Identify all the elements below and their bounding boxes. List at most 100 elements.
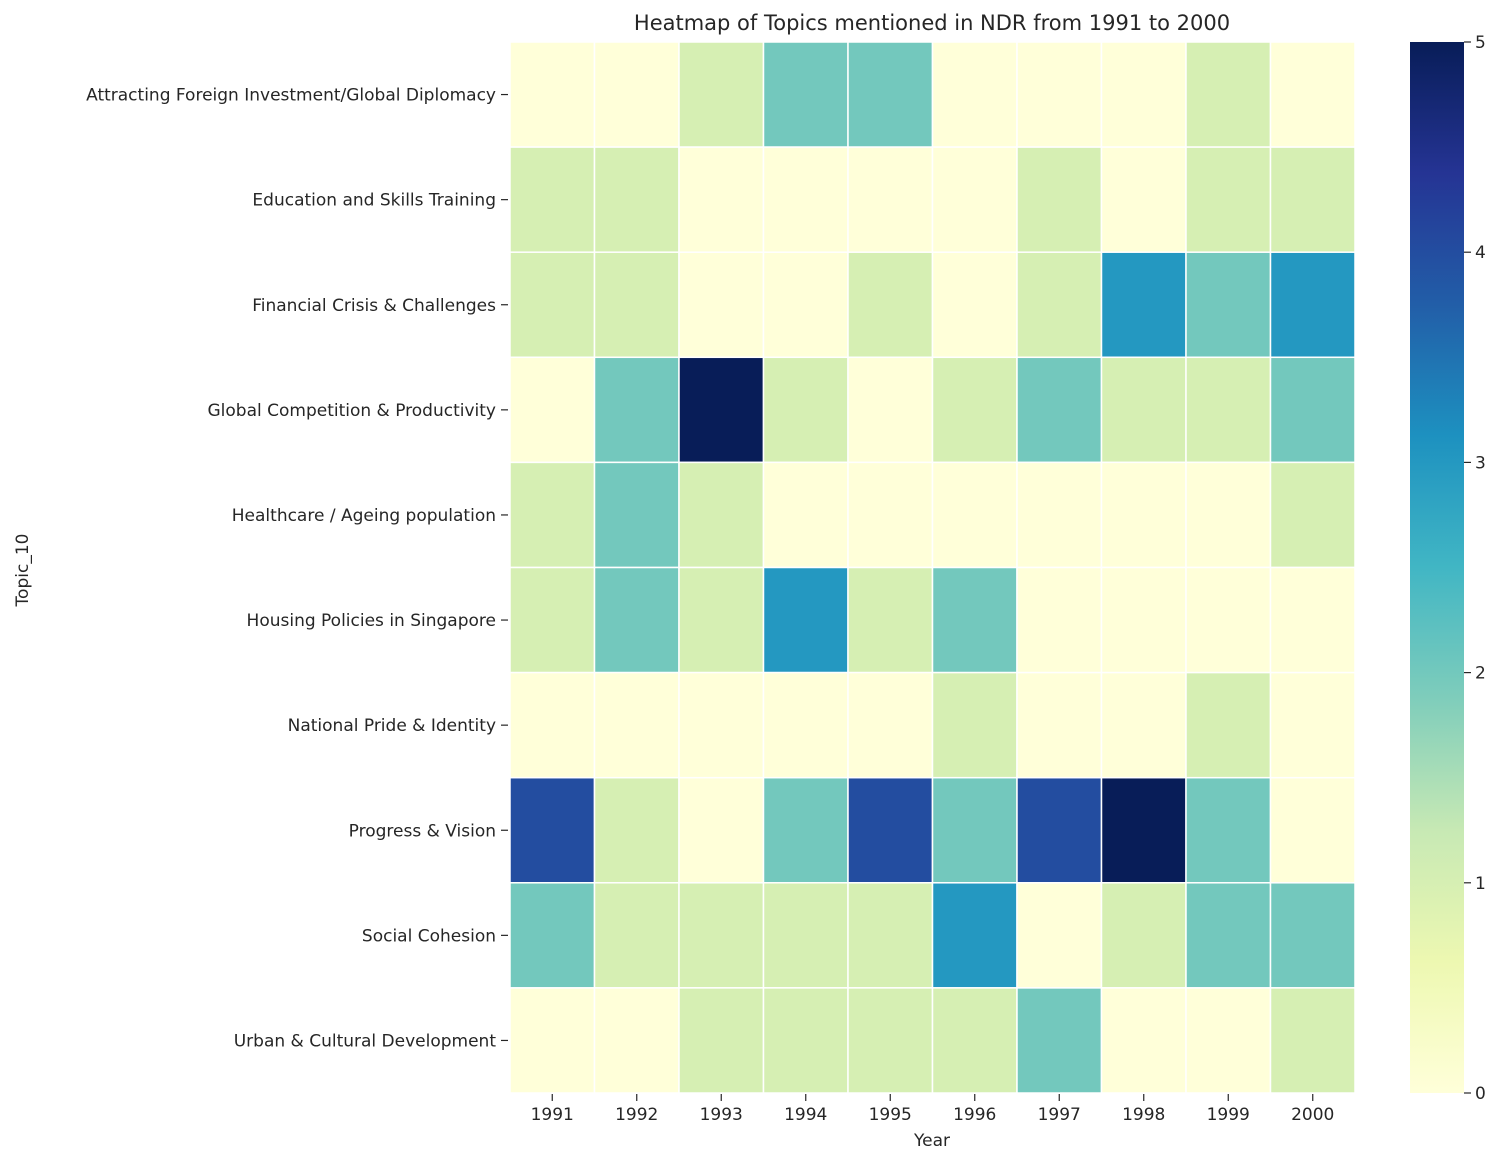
heatmap-cell (847, 566, 934, 674)
heatmap-cell (1185, 987, 1272, 1094)
heatmap-cell (1016, 987, 1103, 1094)
heatmap-cell (762, 461, 849, 569)
heatmap-cell (847, 146, 934, 253)
y-tick-label: Progress & Vision (349, 821, 496, 841)
heatmap-cell (1016, 671, 1103, 779)
colorbar-tick-label: 3 (1475, 453, 1486, 473)
heatmap-cell (509, 776, 596, 884)
heatmap-cell (762, 146, 849, 253)
heatmap-cell (931, 776, 1018, 884)
heatmap-cell (1269, 251, 1356, 359)
x-tick-label: 1997 (1038, 1105, 1081, 1125)
y-tick-label: Healthcare / Ageing population (232, 506, 496, 526)
heatmap-cell (1185, 356, 1272, 464)
heatmap-cell (1269, 41, 1356, 148)
heatmap-cell (847, 461, 934, 569)
heatmap-cell (1185, 251, 1272, 359)
heatmap-cell (1269, 671, 1356, 779)
heatmap-cell (847, 671, 934, 779)
heatmap-cell (762, 987, 849, 1094)
heatmap-cell (1269, 146, 1356, 253)
colorbar-tick-label: 4 (1475, 243, 1486, 263)
heatmap-cell (762, 41, 849, 148)
heatmap-cell (931, 882, 1018, 989)
heatmap-cell (509, 671, 596, 779)
heatmap-cell (1269, 356, 1356, 464)
heatmap-cell (1016, 776, 1103, 884)
y-tick-label: Global Competition & Productivity (207, 401, 496, 421)
y-tick-label: National Pride & Identity (288, 716, 496, 736)
heatmap-cell (1016, 566, 1103, 674)
colorbar-gradient (1410, 42, 1464, 1093)
heatmap-cell (931, 146, 1018, 253)
colorbar-ticks: 0 1 2 3 4 5 (1464, 33, 1486, 1104)
heatmap-cell (762, 356, 849, 464)
heatmap-cell (1185, 671, 1272, 779)
heatmap-cell (1269, 987, 1356, 1094)
heatmap-cell (593, 146, 680, 253)
heatmap-cell (1185, 146, 1272, 253)
chart-title: Heatmap of Topics mentioned in NDR from … (634, 11, 1230, 35)
heatmap-cell (593, 251, 680, 359)
heatmap-cell (1100, 146, 1187, 253)
heatmap-cell (593, 566, 680, 674)
heatmap-cell (931, 671, 1018, 779)
y-tick-label: Housing Policies in Singapore (247, 611, 496, 631)
heatmap-cell (1185, 882, 1272, 989)
heatmap-cell (931, 251, 1018, 359)
heatmap-cell (678, 566, 765, 674)
heatmap-cell (678, 882, 765, 989)
x-tick-label: 1999 (1207, 1105, 1250, 1125)
heatmap-cell (509, 356, 596, 464)
y-axis-ticks: Attracting Foreign Investment/Global Dip… (86, 86, 508, 1051)
heatmap-cell (1016, 146, 1103, 253)
heatmap-cell (1100, 776, 1187, 884)
heatmap-cell (1100, 987, 1187, 1094)
x-tick-label: 1998 (1122, 1105, 1165, 1125)
heatmap-cell (509, 987, 596, 1094)
colorbar-tick-label: 5 (1475, 33, 1486, 53)
heatmap-cell (1100, 461, 1187, 569)
heatmap-cell (931, 356, 1018, 464)
heatmap-cell (678, 251, 765, 359)
heatmap-cell (678, 671, 765, 779)
heatmap-cell (1185, 461, 1272, 569)
heatmap-cell (678, 987, 765, 1094)
heatmap-cell (678, 146, 765, 253)
heatmap-cell (593, 671, 680, 779)
x-tick-label: 1996 (953, 1105, 996, 1125)
heatmap-cell (762, 882, 849, 989)
heatmap-cell (1100, 671, 1187, 779)
colorbar-tick-label: 1 (1475, 874, 1486, 894)
heatmap-cell (593, 882, 680, 989)
heatmap-cell (1269, 882, 1356, 989)
y-axis-label: Topic_10 (13, 534, 33, 608)
heatmap-cell (847, 251, 934, 359)
heatmap-cell (678, 41, 765, 148)
heatmap-cell (1100, 566, 1187, 674)
heatmap-cell (931, 41, 1018, 148)
heatmap-cell (1016, 882, 1103, 989)
heatmap-cell (593, 776, 680, 884)
heatmap-cell (509, 461, 596, 569)
heatmap-cell (1016, 41, 1103, 148)
y-tick-label: Urban & Cultural Development (234, 1031, 497, 1051)
y-tick-label: Attracting Foreign Investment/Global Dip… (86, 86, 496, 106)
x-tick-label: 1991 (531, 1105, 574, 1125)
heatmap-cell (678, 776, 765, 884)
heatmap-cells (509, 41, 1356, 1094)
x-tick-label: 1993 (700, 1105, 743, 1125)
heatmap-cell (1016, 251, 1103, 359)
heatmap-cell (1100, 251, 1187, 359)
heatmap-cell (1016, 461, 1103, 569)
heatmap-cell (931, 566, 1018, 674)
heatmap-cell (1016, 356, 1103, 464)
heatmap-cell (847, 41, 934, 148)
x-tick-label: 2000 (1291, 1105, 1334, 1125)
heatmap-cell (678, 461, 765, 569)
heatmap-cell (762, 251, 849, 359)
heatmap-cell (847, 356, 934, 464)
heatmap-cell (593, 461, 680, 569)
heatmap-cell (1269, 461, 1356, 569)
heatmap-cell (762, 776, 849, 884)
